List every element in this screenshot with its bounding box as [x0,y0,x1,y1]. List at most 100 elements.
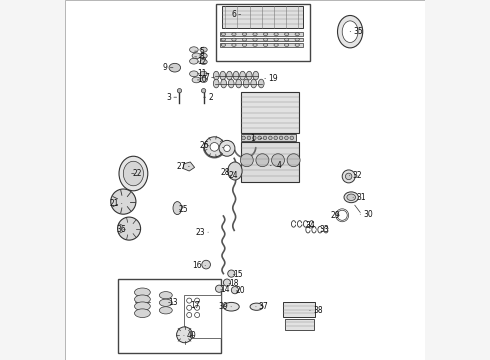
Circle shape [263,136,267,140]
Ellipse shape [220,71,226,80]
Circle shape [216,285,222,292]
Circle shape [231,287,239,294]
Ellipse shape [274,33,278,36]
Text: 8: 8 [195,52,204,61]
Ellipse shape [232,33,236,36]
Ellipse shape [244,79,249,88]
Ellipse shape [190,47,198,53]
Text: 34: 34 [303,220,316,230]
Text: 3: 3 [166,93,176,102]
Ellipse shape [295,44,299,46]
Text: 7: 7 [204,73,215,82]
Text: 37: 37 [256,302,269,311]
Ellipse shape [134,302,150,311]
Text: 10: 10 [197,76,207,85]
Text: 13: 13 [168,298,178,307]
Ellipse shape [119,156,148,191]
Text: 16: 16 [193,261,205,270]
Ellipse shape [274,44,278,46]
Text: 26: 26 [200,141,210,150]
Text: 6: 6 [231,10,241,19]
Text: 20: 20 [236,287,245,295]
Ellipse shape [251,79,257,88]
Ellipse shape [232,38,236,41]
Ellipse shape [190,71,198,77]
Bar [241,134,296,141]
Ellipse shape [253,33,257,36]
Circle shape [258,136,262,140]
Text: 38: 38 [310,306,322,315]
Ellipse shape [240,71,245,80]
Circle shape [252,136,256,140]
Text: 4: 4 [270,161,282,170]
Circle shape [219,140,235,156]
Circle shape [287,154,300,167]
Ellipse shape [221,33,225,36]
Circle shape [111,189,136,214]
Ellipse shape [264,33,268,36]
Ellipse shape [342,21,358,42]
Circle shape [204,137,224,157]
Ellipse shape [200,53,207,58]
Text: 17: 17 [190,301,199,310]
Ellipse shape [285,38,289,41]
Ellipse shape [295,38,299,41]
Circle shape [210,143,219,151]
Bar [184,295,220,338]
Ellipse shape [159,299,172,306]
Ellipse shape [134,295,150,303]
Ellipse shape [192,77,201,83]
Ellipse shape [344,192,358,203]
Ellipse shape [258,79,264,88]
Circle shape [274,136,277,140]
Ellipse shape [223,302,239,311]
Circle shape [271,154,285,167]
Text: 36: 36 [116,225,125,234]
Text: 15: 15 [233,270,243,279]
Text: 12: 12 [197,57,207,66]
Circle shape [202,260,210,269]
Ellipse shape [200,71,207,76]
Ellipse shape [243,33,246,36]
Circle shape [247,136,251,140]
Ellipse shape [200,47,207,52]
Text: 29: 29 [330,211,340,220]
Bar [242,142,299,182]
Ellipse shape [250,303,263,310]
Circle shape [256,154,269,167]
Ellipse shape [192,53,201,59]
Text: 31: 31 [353,193,366,202]
Text: 5: 5 [195,46,204,55]
Circle shape [290,136,294,140]
Circle shape [285,136,288,140]
Ellipse shape [169,63,180,72]
Text: 28: 28 [220,167,233,176]
Ellipse shape [200,59,207,64]
Ellipse shape [233,71,239,80]
Ellipse shape [338,15,363,48]
Bar [221,6,303,28]
Circle shape [269,136,272,140]
Text: 24: 24 [229,171,238,180]
Circle shape [240,154,253,167]
Ellipse shape [134,288,150,297]
Ellipse shape [253,71,259,80]
Ellipse shape [200,77,207,82]
Ellipse shape [243,38,246,41]
Ellipse shape [159,292,172,299]
Ellipse shape [232,44,236,46]
Bar [220,38,303,41]
Ellipse shape [177,89,182,93]
Text: 23: 23 [196,228,208,237]
Circle shape [345,173,352,180]
Ellipse shape [213,71,219,80]
Text: 1: 1 [250,134,262,143]
Ellipse shape [134,309,150,318]
Ellipse shape [246,71,252,80]
Circle shape [342,170,355,183]
Ellipse shape [253,44,257,46]
Circle shape [224,145,230,152]
Ellipse shape [274,38,278,41]
Text: 21: 21 [109,199,122,208]
Text: 19: 19 [265,74,278,83]
